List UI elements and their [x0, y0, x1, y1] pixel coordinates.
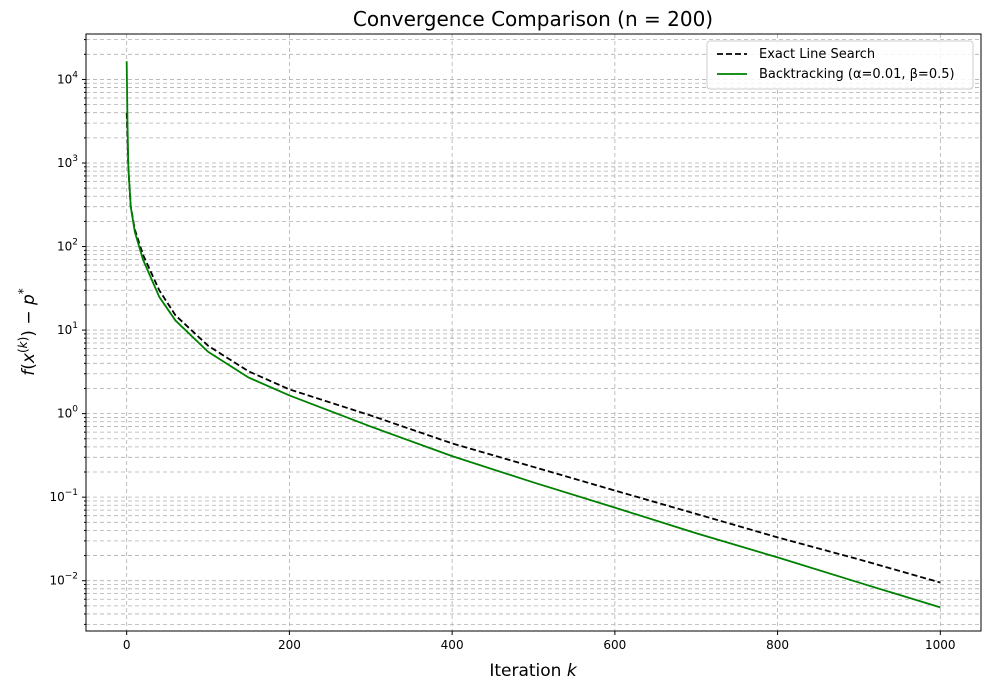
plot-area-frame — [85, 33, 982, 632]
x-tick-label: 400 — [441, 638, 464, 652]
y-tick-label: 10−2 — [49, 572, 78, 588]
y-tick-label: 104 — [57, 70, 78, 86]
x-tick-label: 200 — [278, 638, 301, 652]
x-axis-label: Iteration k — [489, 661, 578, 681]
y-tick-label: 101 — [57, 321, 78, 337]
y-tick-label: 10−1 — [49, 488, 78, 504]
legend: Exact Line Search Backtracking (α=0.01, … — [706, 40, 974, 90]
x-tick-label: 1000 — [925, 638, 956, 652]
x-tick-label: 800 — [766, 638, 789, 652]
axis-ticks: 0 200 400 600 800 1000 10−2 10−1 100 101 102 103 104 — [49, 39, 956, 652]
legend-label-backtracking: Backtracking (α=0.01, β=0.5) — [759, 67, 955, 82]
series-lines — [125, 61, 941, 609]
y-tick-label: 103 — [57, 154, 78, 170]
chart-title: Convergence Comparison (n = 200) — [353, 7, 713, 31]
legend-label-exact: Exact Line Search — [759, 47, 875, 62]
y-tick-label: 100 — [57, 405, 78, 421]
series-line-backtracking — [125, 61, 941, 609]
x-tick-label: 0 — [123, 638, 131, 652]
y-tick-label: 102 — [57, 238, 78, 254]
legend-box — [706, 40, 974, 90]
x-tick-label: 600 — [603, 638, 626, 652]
y-axis-label: f(x(k)) − p* — [16, 288, 39, 376]
